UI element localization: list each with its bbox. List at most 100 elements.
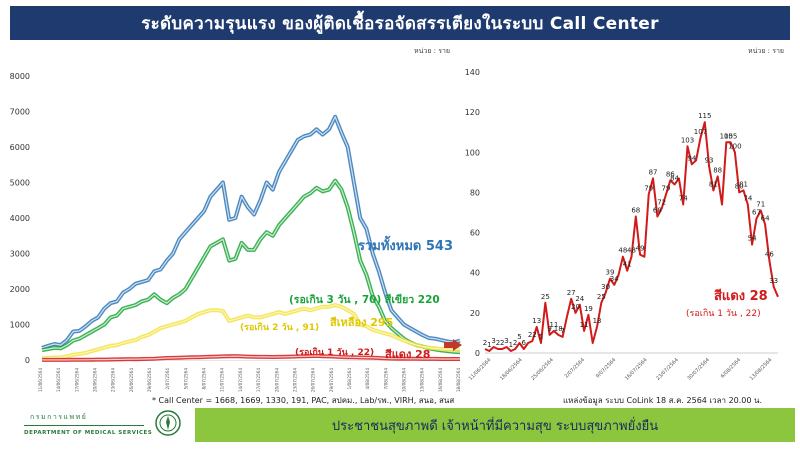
data-label: 6 — [522, 339, 527, 347]
data-label: 46 — [765, 251, 774, 259]
data-label: 68 — [653, 207, 662, 215]
data-label: 27 — [567, 289, 576, 297]
y-tick-label-right: 140 — [465, 68, 480, 77]
data-label: 30 — [601, 283, 610, 291]
x-tick-label-left: 16/08/2564 — [438, 368, 443, 392]
annotation-red-wait-right: (รอเกิน 1 วัน , 22) — [686, 308, 761, 319]
x-tick-label-left: 1/08/2564 — [347, 368, 352, 390]
data-label: 3 — [491, 337, 495, 345]
x-tick-label-right: 18/06/2564 — [499, 357, 524, 382]
y-tick-label-right: 100 — [465, 148, 480, 157]
x-tick-label-left: 2/07/2564 — [165, 368, 170, 390]
data-label: 7 — [560, 327, 564, 335]
data-label: 2 — [500, 339, 504, 347]
y-tick-label-left: 2000 — [10, 285, 30, 294]
y-tick-label-left: 5000 — [10, 179, 30, 188]
data-label: 74 — [679, 194, 688, 202]
y-tick-label-right: 40 — [470, 269, 480, 278]
data-label: 68 — [631, 207, 640, 215]
data-label: 88 — [713, 166, 722, 174]
x-tick-label-left: 14/07/2564 — [238, 368, 243, 392]
footer-slogan: ประชาชนสุขภาพดี เจ้าหน้าที่มีความสุข ระบ… — [195, 408, 795, 442]
data-label: 84 — [670, 174, 679, 182]
x-tick-label-left: 11/06/2564 — [38, 368, 43, 392]
x-tick-label-right: 23/07/2564 — [655, 357, 680, 382]
data-label: 34 — [610, 275, 619, 283]
annotation-red: สีแดง 28 — [385, 348, 431, 361]
data-label: 100 — [728, 142, 741, 150]
x-tick-label-left: 5/07/2564 — [183, 368, 188, 390]
org-divider — [24, 425, 144, 426]
x-tick-label-left: 14/06/2564 — [56, 368, 61, 392]
data-label: 33 — [769, 277, 778, 285]
data-label: 13 — [593, 317, 602, 325]
data-label: 24 — [575, 295, 584, 303]
y-tick-label-right: 20 — [470, 309, 480, 318]
data-label: 19 — [584, 305, 593, 313]
annotation-total: รวมทั้งหมด 543 — [358, 235, 453, 254]
data-label: 107 — [694, 128, 707, 136]
data-label: 11 — [549, 321, 558, 329]
data-label: 48 — [618, 247, 627, 255]
x-tick-label-left: 29/07/2564 — [329, 368, 334, 392]
x-tick-label-left: 7/08/2564 — [383, 368, 388, 390]
footnote-source: แหล่งข้อมูล ระบบ CoLink 18 ส.ค. 2564 เวล… — [563, 396, 763, 405]
unit-label-right: หน่วย : ราย — [748, 47, 785, 55]
data-label: 67 — [752, 209, 761, 217]
org-name-en: DEPARTMENT OF MEDICAL SERVICES — [24, 430, 153, 436]
data-label: 9 — [547, 325, 551, 333]
y-tick-label-left: 1000 — [10, 321, 30, 330]
x-tick-label-left: 23/06/2564 — [111, 368, 116, 392]
x-tick-label-left: 20/07/2564 — [274, 368, 279, 392]
y-tick-label-left: 0 — [25, 356, 30, 365]
x-tick-label-right: 25/06/2564 — [530, 357, 555, 382]
x-tick-label-left: 11/07/2564 — [220, 368, 225, 392]
y-tick-label-right: 120 — [465, 108, 480, 117]
data-label: 39 — [605, 269, 614, 277]
x-tick-label-right: 30/07/2564 — [686, 357, 711, 382]
annotation-yellow: สีเหลือง 295 — [330, 316, 394, 329]
data-label: 20 — [571, 303, 580, 311]
data-label: 81 — [739, 180, 748, 188]
series-inner-สีเหลือง — [41, 304, 460, 359]
arrow-right-icon — [444, 339, 462, 351]
y-tick-label-left: 4000 — [10, 214, 30, 223]
data-label: 105 — [724, 132, 737, 140]
x-tick-label-right: 6/08/2564 — [720, 357, 742, 379]
data-label: 79 — [662, 184, 671, 192]
x-tick-label-right: 11/06/2564 — [468, 357, 493, 382]
x-tick-label-left: 29/06/2564 — [147, 368, 152, 392]
annotation-red-wait: (รอเกิน 1 วัน , 22) — [295, 347, 374, 358]
series-inner-รวมทั้งหมด — [41, 116, 461, 349]
series-inner-สีแดง — [42, 355, 460, 361]
unit-label-left: หน่วย : ราย — [414, 47, 451, 55]
data-label: 103 — [681, 136, 694, 144]
annotation-yellow-wait: (รอเกิน 2 วัน , 91) — [240, 322, 319, 333]
annotation-red-right: สีแดง 28 — [714, 288, 768, 304]
data-label: 25 — [597, 293, 606, 301]
x-tick-label-right: 16/07/2564 — [624, 357, 649, 382]
data-label: 94 — [687, 154, 696, 162]
y-tick-label-right: 60 — [470, 229, 480, 238]
data-label: 22 — [528, 331, 537, 339]
data-label: 115 — [698, 112, 711, 120]
data-label: 80 — [735, 182, 744, 190]
x-tick-label-left: 26/07/2564 — [311, 368, 316, 392]
data-label: 72 — [657, 198, 666, 206]
x-tick-label-left: 10/08/2564 — [401, 368, 406, 392]
department-seal-icon — [155, 410, 181, 436]
data-label: 81 — [709, 180, 718, 188]
data-label: 74 — [743, 194, 752, 202]
annotation-green: (รอเกิน 3 วัน , 70) สีเขียว 220 — [289, 293, 440, 306]
data-label: 2 — [496, 339, 500, 347]
org-name: กรมการแพทย์ — [30, 413, 88, 421]
data-label: 25 — [541, 293, 550, 301]
data-label: 2 — [513, 339, 517, 347]
y-tick-label-right: 80 — [470, 188, 480, 197]
x-tick-label-left: 8/07/2564 — [202, 368, 207, 390]
data-label: 87 — [649, 168, 658, 176]
data-label: 105 — [720, 132, 733, 140]
data-label: 64 — [761, 215, 770, 223]
data-label: 5 — [539, 333, 543, 341]
data-label: 1 — [509, 341, 513, 349]
